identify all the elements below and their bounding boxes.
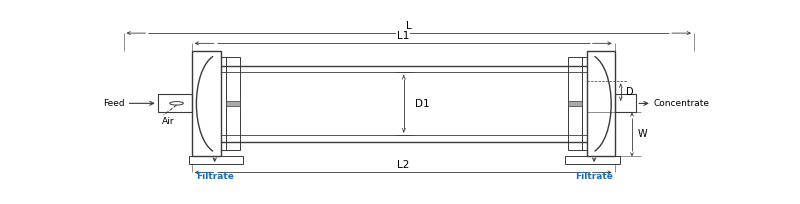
Bar <box>226 101 239 106</box>
Text: Feed: Feed <box>103 99 125 108</box>
Text: Air: Air <box>162 118 174 126</box>
Bar <box>568 58 582 150</box>
Text: L1: L1 <box>397 31 410 41</box>
Bar <box>226 58 239 150</box>
Text: D: D <box>626 87 634 97</box>
Bar <box>189 156 242 164</box>
Text: Filtrate: Filtrate <box>196 172 234 181</box>
Bar <box>565 156 619 164</box>
Bar <box>614 94 636 112</box>
Bar <box>221 58 226 150</box>
Bar <box>158 94 192 112</box>
Text: Filtrate: Filtrate <box>575 172 613 181</box>
Bar <box>192 51 221 156</box>
Bar <box>568 101 582 106</box>
Bar <box>582 58 586 150</box>
Text: W: W <box>638 129 648 140</box>
Text: Concentrate: Concentrate <box>654 99 710 108</box>
Text: D1: D1 <box>415 99 430 109</box>
Bar <box>586 51 614 156</box>
Text: L2: L2 <box>397 160 410 170</box>
Text: L: L <box>406 21 412 31</box>
